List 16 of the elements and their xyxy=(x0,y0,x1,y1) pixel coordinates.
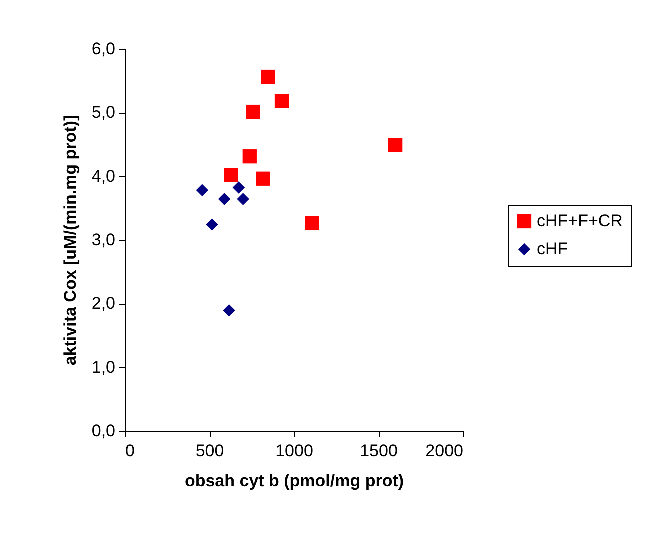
x-tick-label: 2000 xyxy=(426,442,464,460)
x-tick-label: 1000 xyxy=(276,442,314,460)
x-tick-label: 1500 xyxy=(360,442,398,460)
y-tick-label: 3,0 xyxy=(92,230,116,250)
y-tick-label: 0,0 xyxy=(92,422,116,440)
y-tick-label: 1,0 xyxy=(92,358,116,377)
x-tick-label: 500 xyxy=(196,442,224,460)
x-axis-title: obsah cyt b (pmol/mg prot) xyxy=(184,472,404,490)
y-axis-title: aktivita Cox [uM/(min.mg prot)] xyxy=(60,115,80,366)
y-tick-label: 2,0 xyxy=(92,294,116,314)
y-tick-label: 5,0 xyxy=(92,103,116,122)
legend-label: cHF xyxy=(537,240,568,258)
x-tick-label: 0 xyxy=(126,442,135,460)
legend-label: cHF+F+CR xyxy=(537,212,623,230)
y-tick-label: 4,0 xyxy=(92,166,116,186)
y-tick-label: 6,0 xyxy=(92,40,116,58)
